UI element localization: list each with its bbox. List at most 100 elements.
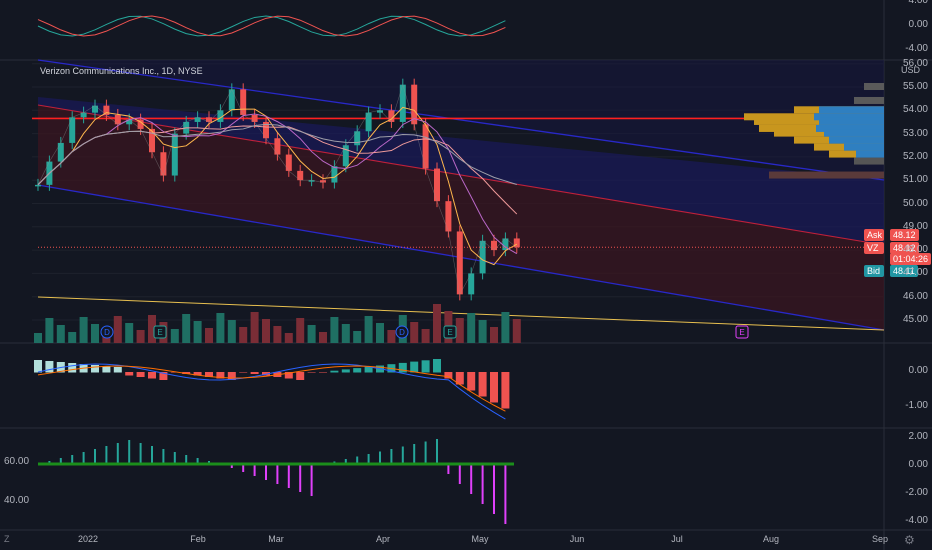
volume-profile-bar — [854, 96, 884, 104]
oscillator-line-1 — [37, 15, 506, 37]
macd-histogram-bar — [227, 372, 236, 380]
volume-bar — [387, 330, 396, 343]
volume-bar — [34, 333, 42, 343]
volume-bar — [148, 315, 156, 343]
volume-bar — [193, 321, 202, 343]
oscillator-line-2 — [37, 15, 506, 37]
candle — [320, 180, 326, 183]
candle — [297, 170, 304, 181]
macd-histogram-bar — [182, 372, 191, 374]
candle — [285, 154, 292, 171]
macd-histogram-bar — [296, 372, 305, 380]
candle — [342, 145, 349, 167]
currency-label[interactable]: USD — [900, 65, 920, 75]
bottom-tick: -4.00 — [905, 515, 928, 526]
price-tick: 56.00 — [902, 57, 928, 69]
upper-channel-fill — [38, 97, 884, 245]
volume-bar — [182, 314, 191, 343]
volume-bar — [330, 317, 339, 343]
candle — [35, 184, 41, 187]
candle — [263, 121, 269, 139]
z-toggle[interactable]: Z — [4, 534, 10, 544]
candle — [103, 105, 110, 115]
candle — [377, 110, 383, 113]
volume-bar — [364, 316, 373, 343]
volume-bar — [307, 325, 316, 343]
macd-histogram-bar — [341, 369, 350, 373]
macd-histogram-bar — [410, 361, 419, 373]
macd-histogram-bar — [113, 367, 122, 373]
bottom-left-tick: 60.00 — [4, 456, 30, 467]
symbol-label: VZ — [864, 242, 884, 254]
macd-histogram-bar — [455, 372, 464, 385]
x-axis-label: Apr — [375, 534, 391, 544]
macd-histogram-bar — [353, 368, 362, 373]
macd-histogram-bar — [444, 372, 453, 379]
volume-bar — [353, 331, 362, 343]
candle — [365, 112, 372, 132]
candle — [194, 117, 201, 122]
bottom-tick: -2.00 — [905, 487, 928, 498]
candle — [354, 131, 361, 146]
osc-tick: 0.00 — [908, 19, 928, 30]
volume-bar — [490, 327, 498, 343]
osc-tick: -4.00 — [905, 43, 928, 54]
volume-profile-blue — [856, 150, 884, 158]
event-marker — [100, 325, 114, 339]
candle — [137, 119, 144, 129]
macd-histogram-bar — [68, 363, 77, 373]
volume-profile-blue — [844, 143, 884, 151]
macd-histogram-bar — [421, 360, 430, 373]
bottom-tick: 0.00 — [908, 459, 928, 470]
x-axis-label: Feb — [190, 534, 206, 544]
macd-histogram-bar — [159, 372, 168, 380]
volume-bar — [501, 312, 510, 343]
volume-profile-blue — [816, 124, 884, 132]
macd-histogram-bar — [91, 365, 99, 373]
volume-bar — [410, 322, 419, 343]
macd-histogram-bar — [205, 372, 213, 377]
volume-bar — [341, 324, 350, 343]
volume-bar — [296, 318, 305, 343]
macd-histogram-bar — [193, 372, 202, 376]
candle — [331, 166, 338, 183]
price-tick: 46.00 — [902, 290, 928, 302]
volume-profile-blue — [819, 117, 884, 125]
candle — [114, 114, 121, 125]
volume-bar — [205, 328, 213, 343]
volume-bar — [79, 317, 88, 343]
x-axis-label: Aug — [762, 534, 780, 544]
candle — [57, 142, 64, 162]
gear-icon[interactable]: ⚙ — [904, 533, 915, 547]
volume-profile-bar — [769, 171, 884, 179]
candle — [411, 84, 418, 125]
macd-histogram-bar — [45, 361, 54, 373]
price-tick: 55.00 — [902, 81, 928, 92]
candle — [149, 128, 155, 153]
x-axis-label: Jul — [671, 534, 683, 544]
candle — [160, 152, 167, 176]
x-axis-label: Mar — [268, 534, 284, 544]
signal-line — [37, 365, 506, 412]
volume-profile-bar — [864, 83, 884, 90]
ask-label: Ask — [864, 229, 884, 241]
moving-average — [37, 123, 517, 186]
macd-line — [37, 363, 506, 420]
volume-bar — [239, 327, 248, 343]
event-marker-label: E — [739, 328, 744, 337]
candle — [388, 110, 395, 122]
volume-bar — [250, 312, 259, 343]
trend-line — [37, 296, 885, 331]
volume-bar — [113, 316, 122, 343]
volume-bar — [467, 313, 476, 343]
candle — [228, 89, 235, 111]
macd-histogram-bar — [490, 372, 498, 403]
event-marker — [153, 325, 167, 339]
candle — [92, 105, 98, 113]
candle — [445, 201, 452, 232]
bar-countdown: 01:04:26 — [890, 253, 932, 265]
bottom-left-tick: 40.00 — [4, 495, 30, 506]
price-tick: 45.00 — [902, 314, 928, 325]
moving-average — [37, 113, 518, 255]
